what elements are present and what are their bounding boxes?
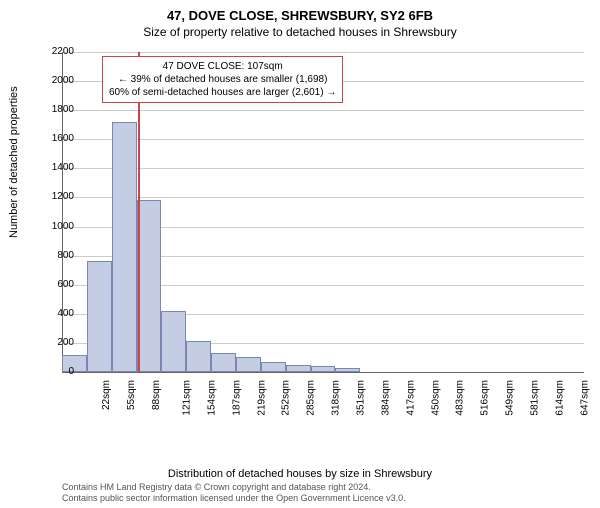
chart-title-sub: Size of property relative to detached ho…: [0, 25, 600, 39]
x-tick-label: 55sqm: [126, 380, 137, 410]
histogram-bar: [261, 362, 286, 372]
x-tick-label: 285sqm: [306, 380, 317, 416]
x-axis-label: Distribution of detached houses by size …: [0, 468, 600, 480]
x-tick-label: 351sqm: [356, 380, 367, 416]
gridline: [62, 168, 584, 169]
y-tick-label: 1600: [46, 133, 74, 144]
histogram-bar: [137, 200, 162, 372]
x-tick-label: 647sqm: [579, 380, 590, 416]
x-tick-label: 450sqm: [430, 380, 441, 416]
y-tick-label: 200: [46, 337, 74, 348]
histogram-bar: [236, 357, 261, 372]
footer-attribution: Contains HM Land Registry data © Crown c…: [62, 482, 406, 504]
y-axis-label: Number of detached properties: [8, 86, 20, 238]
histogram-bar: [286, 365, 311, 372]
histogram-bar: [161, 311, 186, 372]
chart-plot-area: 22sqm 55sqm 88sqm 121sqm 154sqm 187sqm 219sqm 2…: [62, 52, 584, 422]
x-tick-label: 318sqm: [331, 380, 342, 416]
gridline: [62, 52, 584, 53]
y-tick-label: 600: [46, 279, 74, 290]
x-tick-label: 88sqm: [151, 380, 162, 410]
histogram-bar: [335, 368, 360, 372]
x-tick-label: 22sqm: [101, 380, 112, 410]
footer-line-1: Contains HM Land Registry data © Crown c…: [62, 482, 406, 493]
x-tick-label: 384sqm: [380, 380, 391, 416]
histogram-bar: [186, 341, 211, 372]
gridline: [62, 139, 584, 140]
histogram-bar: [87, 261, 112, 372]
chart-title-main: 47, DOVE CLOSE, SHREWSBURY, SY2 6FB: [0, 8, 600, 23]
y-tick-label: 1800: [46, 104, 74, 115]
y-tick-label: 1200: [46, 191, 74, 202]
footer-line-2: Contains public sector information licen…: [62, 493, 406, 504]
y-tick-label: 800: [46, 250, 74, 261]
x-tick-label: 417sqm: [405, 380, 416, 416]
x-tick-label: 154sqm: [206, 380, 217, 416]
x-tick-label: 121sqm: [182, 380, 193, 416]
x-tick-label: 549sqm: [505, 380, 516, 416]
annotation-line-3: 60% of semi-detached houses are larger (…: [109, 86, 336, 99]
y-tick-label: 0: [46, 366, 74, 377]
gridline: [62, 197, 584, 198]
y-tick-label: 1000: [46, 221, 74, 232]
x-tick-label: 219sqm: [256, 380, 267, 416]
x-tick-label: 187sqm: [231, 380, 242, 416]
y-tick-label: 1400: [46, 162, 74, 173]
annotation-box: 47 DOVE CLOSE: 107sqm ← 39% of detached …: [102, 56, 343, 103]
histogram-bar: [311, 366, 336, 372]
y-tick-label: 2000: [46, 75, 74, 86]
x-tick-label: 614sqm: [554, 380, 565, 416]
histogram-bar: [211, 353, 236, 372]
x-axis-line: [62, 372, 584, 373]
x-tick-label: 581sqm: [530, 380, 541, 416]
gridline: [62, 110, 584, 111]
x-tick-label: 483sqm: [455, 380, 466, 416]
y-tick-label: 400: [46, 308, 74, 319]
y-tick-label: 2200: [46, 46, 74, 57]
annotation-line-2: ← 39% of detached houses are smaller (1,…: [109, 73, 336, 86]
plot-region: 22sqm 55sqm 88sqm 121sqm 154sqm 187sqm 219sqm 2…: [62, 52, 584, 422]
chart-container: 47, DOVE CLOSE, SHREWSBURY, SY2 6FB Size…: [0, 8, 600, 508]
histogram-bar: [112, 122, 137, 372]
y-axis-line: [62, 52, 63, 372]
x-tick-label: 516sqm: [480, 380, 491, 416]
x-tick-label: 252sqm: [281, 380, 292, 416]
annotation-line-1: 47 DOVE CLOSE: 107sqm: [109, 60, 336, 73]
